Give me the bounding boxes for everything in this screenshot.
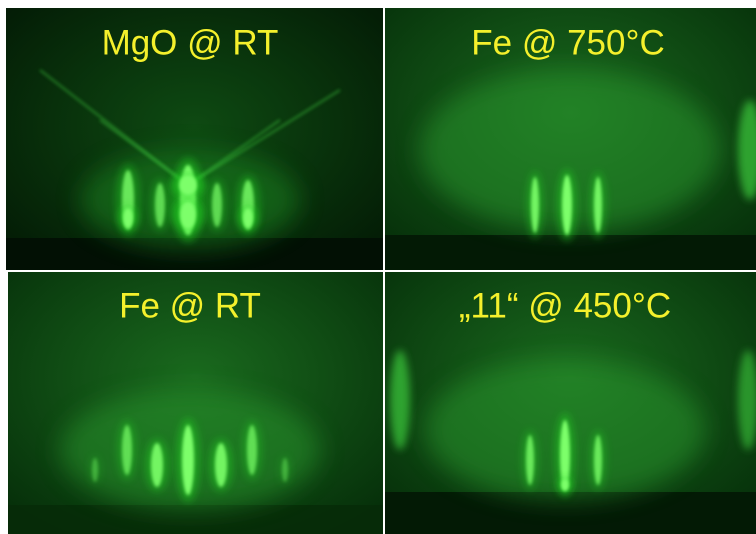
- diffraction-streak: [182, 425, 194, 495]
- diffraction-streak: [122, 425, 132, 475]
- panel: [385, 272, 756, 534]
- panel-label: „11“ @ 450°C: [459, 286, 671, 325]
- diffraction-streak: [180, 201, 196, 229]
- panel-label: MgO @ RT: [102, 23, 279, 62]
- diffraction-streak: [179, 175, 197, 195]
- diffraction-streak: [561, 479, 569, 491]
- diffraction-streak: [560, 420, 570, 490]
- diffraction-streak: [92, 458, 98, 482]
- kikuchi-line: [187, 119, 281, 186]
- diffraction-streak: [247, 425, 257, 475]
- diffraction-streak: [594, 177, 602, 233]
- glow: [390, 350, 410, 450]
- diffraction-streak: [594, 435, 602, 485]
- diffraction-streak: [215, 443, 227, 487]
- diffraction-streak: [282, 458, 288, 482]
- glow: [738, 100, 756, 200]
- diffraction-streak: [243, 208, 253, 228]
- shadow-band: [385, 235, 756, 270]
- panel-label: Fe @ 750°C: [471, 23, 665, 62]
- kikuchi-line: [99, 119, 189, 186]
- panel: [6, 8, 383, 270]
- diffraction-streak: [212, 183, 222, 227]
- panel: [8, 272, 383, 534]
- panel-label: Fe @ RT: [119, 286, 261, 325]
- diffraction-streak: [123, 208, 133, 228]
- diffraction-streak: [562, 175, 572, 235]
- diffraction-streak: [151, 443, 163, 487]
- glow: [420, 70, 720, 230]
- diffraction-streak: [155, 183, 165, 227]
- kikuchi-line: [187, 89, 341, 186]
- diffraction-streak: [526, 435, 534, 485]
- glow: [738, 350, 756, 450]
- panel: [385, 8, 756, 270]
- diffraction-streak: [531, 177, 539, 233]
